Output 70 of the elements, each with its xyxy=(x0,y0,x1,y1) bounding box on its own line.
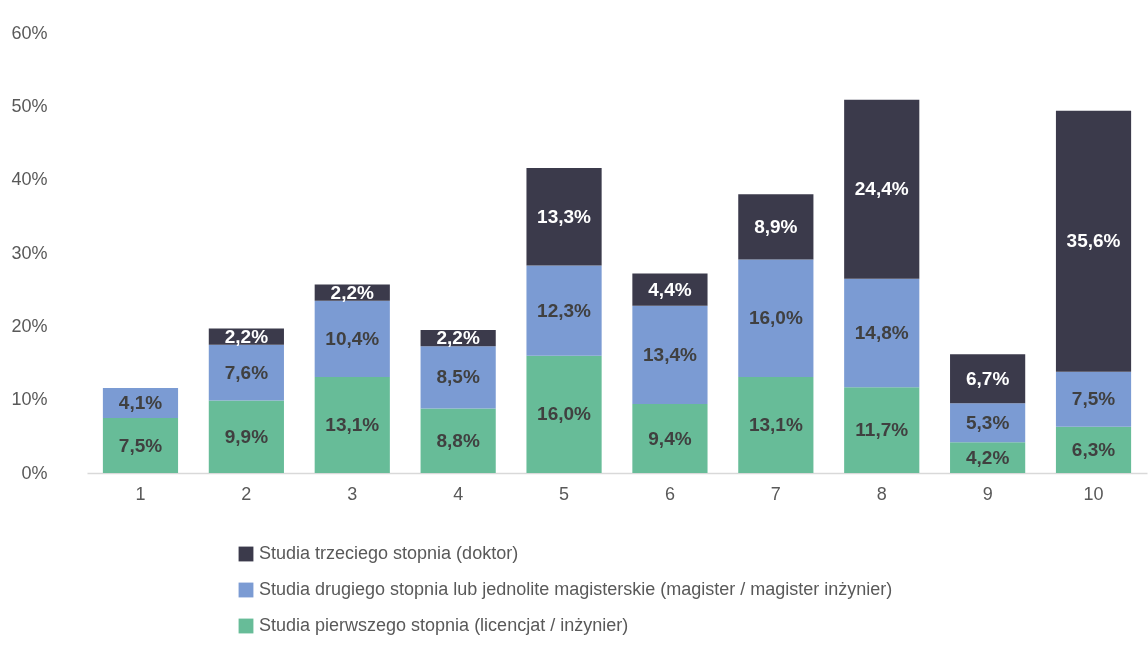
data-label: 10,4% xyxy=(325,327,380,349)
x-tick-label: 5 xyxy=(559,483,570,504)
data-label: 8,9% xyxy=(754,215,798,237)
data-label: 13,3% xyxy=(537,205,592,227)
bar xyxy=(420,408,496,473)
x-tick-label: 1 xyxy=(135,483,146,504)
data-label: 6,7% xyxy=(965,367,1010,389)
x-tick-label: 2 xyxy=(241,483,252,504)
bar xyxy=(314,300,390,377)
bar xyxy=(844,387,920,473)
bar xyxy=(208,344,284,401)
bar xyxy=(738,259,814,377)
bar xyxy=(738,194,814,260)
bar xyxy=(1055,371,1132,427)
data-label: 8,5% xyxy=(436,366,480,388)
bar xyxy=(844,278,920,388)
bar xyxy=(1055,110,1132,372)
y-tick-label: 50% xyxy=(11,95,48,116)
data-label: 16,0% xyxy=(537,403,592,425)
x-tick-label: 3 xyxy=(347,483,358,504)
y-tick-label: 20% xyxy=(11,315,48,336)
bar xyxy=(526,265,602,356)
x-tick-label: 7 xyxy=(770,483,781,504)
x-tick-label: 4 xyxy=(453,483,464,504)
x-tick-label: 6 xyxy=(664,483,675,504)
bar xyxy=(738,376,814,473)
data-label: 2,2% xyxy=(436,327,480,349)
data-label: 6,3% xyxy=(1071,438,1116,460)
data-label: 12,3% xyxy=(537,299,592,321)
data-label: 2,2% xyxy=(224,325,269,347)
y-tick-label: 30% xyxy=(11,242,48,263)
data-label: 2,2% xyxy=(330,281,375,303)
data-label: 8,8% xyxy=(436,429,480,451)
data-label: 4,4% xyxy=(648,278,692,300)
data-label: 7,5% xyxy=(118,434,163,456)
data-label: 35,6% xyxy=(1066,230,1121,252)
data-label: 13,1% xyxy=(325,413,380,435)
data-label: 14,8% xyxy=(854,321,909,343)
data-label: 24,4% xyxy=(854,178,909,200)
bar xyxy=(526,355,602,473)
data-label: 16,0% xyxy=(748,307,803,329)
data-label: 4,1% xyxy=(118,391,163,413)
x-tick-label: 9 xyxy=(982,483,993,504)
data-label: 13,1% xyxy=(748,413,803,435)
bar xyxy=(632,404,708,473)
data-label: 4,2% xyxy=(965,446,1010,468)
bar xyxy=(420,346,496,409)
bar xyxy=(526,167,602,266)
data-label: 11,7% xyxy=(855,419,909,441)
data-label: 9,9% xyxy=(224,425,269,447)
data-label: 7,5% xyxy=(1071,388,1116,410)
y-tick-label: 10% xyxy=(11,389,48,410)
legend-label: Studia drugiego stopnia lub jednolite magisterskie (magister / magister inżynier) xyxy=(259,579,893,599)
x-tick-label: 10 xyxy=(1083,483,1104,504)
x-tick-label: 8 xyxy=(876,483,887,504)
data-label: 7,6% xyxy=(224,361,269,383)
legend-label: Studia trzeciego stopnia (doktor) xyxy=(259,543,519,563)
data-label: 9,4% xyxy=(648,427,692,449)
bar xyxy=(632,305,708,405)
legend-label: Studia pierwszego stopnia (licencjat / inżynier) xyxy=(259,615,629,635)
bar xyxy=(208,400,284,473)
bar xyxy=(314,376,390,473)
data-label: 5,3% xyxy=(965,411,1010,433)
bar xyxy=(102,418,179,473)
y-tick-label: 60% xyxy=(11,22,48,43)
data-label: 13,4% xyxy=(643,343,697,365)
bar xyxy=(844,99,920,279)
y-tick-label: 40% xyxy=(11,169,48,190)
y-tick-label: 0% xyxy=(21,462,48,483)
bar xyxy=(950,354,1026,404)
